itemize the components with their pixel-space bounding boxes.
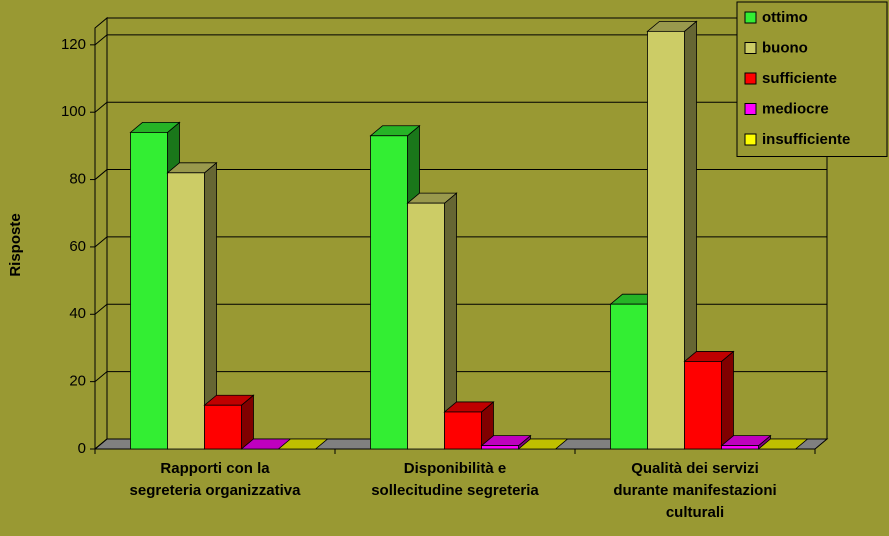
bar-front [370,135,408,450]
bar-side [721,350,734,450]
bar-front [481,445,519,450]
bar-front [204,404,242,450]
bar [683,350,735,450]
bar-front [610,303,648,450]
x-tick-label: sollecitudine segreteria [371,482,539,499]
grid-line-side [94,101,108,113]
x-tick-label: Qualità dei servizi [631,460,759,477]
y-tick-label: 60 [69,238,86,255]
y-tick-label: 80 [69,171,86,188]
legend-label: buono [762,39,808,56]
bar-top [757,438,809,450]
legend-label: sufficiente [762,70,837,87]
bar-front [130,132,168,450]
legend-label: insufficiente [762,131,850,148]
y-tick-label: 120 [61,36,86,53]
legend-swatch [744,133,757,146]
grid-line-side [94,371,108,383]
bar [646,20,698,450]
x-tick-label: Disponibilità e [404,460,507,477]
bar [406,192,458,450]
grid-line-side [94,438,108,450]
bar-front [444,411,482,450]
bar-front [647,30,685,450]
x-tick-label: segreteria organizzativa [130,482,302,499]
bar-front [407,202,445,450]
bar [166,161,218,450]
x-tick-label: Rapporti con la [160,460,270,477]
bar [443,401,495,450]
left-wall [94,16,108,451]
legend-swatch [744,103,757,115]
bar [480,434,532,450]
y-tick-label: 40 [69,305,86,322]
bar-front [167,172,205,450]
y-axis-label: Risposte [7,213,24,276]
legend-box [736,1,888,157]
legend-swatch [744,72,757,85]
y-tick-label: 100 [61,103,86,120]
y-tick-label: 0 [78,440,86,457]
legend-label: ottimo [762,9,808,26]
legend-swatch [744,11,757,24]
legend-label: mediocre [762,100,829,117]
y-tick-label: 20 [69,373,86,390]
bar-top [517,438,569,450]
bar [203,394,255,450]
grid-line-side [94,303,108,315]
legend-swatch [744,42,757,54]
bar-top [277,438,329,450]
grid-line-side [94,236,108,248]
bar [517,438,569,450]
x-tick-label: culturali [666,504,724,521]
bar-front [684,361,722,450]
grid-line-side [94,34,108,46]
grid-line-side [94,169,108,180]
bar [277,438,329,450]
x-tick-label: durante manifestazioni [613,482,776,499]
bar [757,438,809,450]
bar-front [721,445,759,450]
